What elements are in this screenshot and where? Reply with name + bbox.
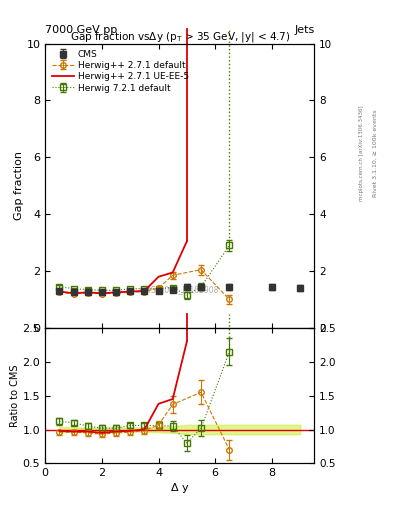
Title: Gap fraction vs$\Delta$y (p$_\mathrm{T}$ > 35 GeV, |y| < 4.7): Gap fraction vs$\Delta$y (p$_\mathrm{T}$… — [70, 30, 290, 44]
Herwig++ 2.7.1 UE-EE-5 — [57, 288, 62, 294]
Herwig++ 2.7.1 UE-EE-5 — [142, 288, 147, 294]
X-axis label: $\Delta$ y: $\Delta$ y — [170, 481, 189, 495]
Herwig++ 2.7.1 UE-EE-5 — [185, 238, 189, 244]
Text: 7000 GeV pp: 7000 GeV pp — [45, 25, 118, 35]
Herwig++ 2.7.1 UE-EE-5 — [170, 269, 175, 275]
Text: Jets: Jets — [294, 25, 314, 35]
Herwig++ 2.7.1 UE-EE-5 — [156, 273, 161, 280]
Line: Herwig++ 2.7.1 UE-EE-5: Herwig++ 2.7.1 UE-EE-5 — [59, 241, 187, 293]
Herwig++ 2.7.1 UE-EE-5 — [128, 288, 132, 294]
Herwig++ 2.7.1 UE-EE-5 — [99, 290, 104, 296]
Y-axis label: Ratio to CMS: Ratio to CMS — [10, 365, 20, 427]
Herwig++ 2.7.1 UE-EE-5 — [85, 289, 90, 295]
Herwig++ 2.7.1 UE-EE-5 — [114, 289, 118, 295]
Text: CMS_2012_I1102908: CMS_2012_I1102908 — [140, 285, 219, 294]
Y-axis label: Gap fraction: Gap fraction — [13, 151, 24, 220]
Text: Rivet 3.1.10, ≥ 100k events: Rivet 3.1.10, ≥ 100k events — [373, 110, 378, 198]
Text: mcplots.cern.ch [arXiv:1306.3436]: mcplots.cern.ch [arXiv:1306.3436] — [359, 106, 364, 201]
Legend: CMS, Herwig++ 2.7.1 default, Herwig++ 2.7.1 UE-EE-5, Herwig 7.2.1 default: CMS, Herwig++ 2.7.1 default, Herwig++ 2.… — [50, 48, 191, 94]
Herwig++ 2.7.1 UE-EE-5 — [71, 290, 76, 296]
